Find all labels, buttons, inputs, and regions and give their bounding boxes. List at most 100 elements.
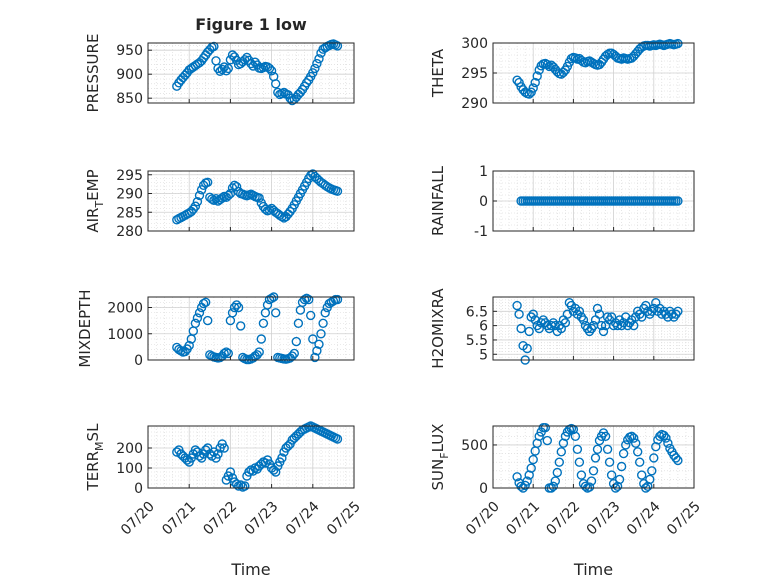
data-point: [554, 457, 564, 467]
data-point: [271, 467, 281, 477]
data-point: [671, 453, 681, 463]
axes-frame: [147, 170, 355, 232]
data-point: [542, 435, 552, 446]
data-point: [231, 300, 242, 310]
y-axis-label: RAINFALL: [429, 165, 447, 236]
ytick-label: 200: [116, 441, 143, 457]
data-point: [570, 53, 581, 63]
data-point: [552, 467, 562, 478]
data-point: [629, 433, 639, 443]
data-point: [534, 431, 544, 441]
ytick-label: 1000: [107, 327, 143, 343]
data-point: [594, 435, 605, 446]
data-point: [637, 470, 647, 480]
ytick-label: 290: [116, 187, 143, 203]
data-point: [616, 461, 627, 472]
data-point: [262, 300, 273, 310]
data-point: [614, 474, 625, 485]
data-point: [209, 41, 219, 52]
data-point: [602, 444, 613, 454]
subplot-grid: 850 900 950 PRESSURE 290 295 300 THETA 280 285 290…: [76, 34, 704, 579]
ytick-label: 295: [461, 66, 488, 82]
data-point: [548, 318, 558, 328]
x-axis-label: Time: [573, 560, 613, 579]
data-point: [576, 470, 587, 480]
xtick-label: 07/24: [283, 499, 323, 539]
data-point: [629, 320, 639, 331]
data-point: [266, 66, 277, 76]
xtick-label: 07/20: [118, 499, 158, 539]
data-point: [235, 321, 246, 331]
ytick-label: 5: [479, 347, 488, 363]
data-point: [659, 430, 669, 441]
data-point: [637, 312, 647, 322]
data-point: [618, 448, 629, 459]
figure-title: Figure 1 low: [195, 15, 307, 34]
data-point: [258, 318, 269, 328]
data-point: [606, 470, 617, 480]
data-point: [271, 308, 281, 318]
data-point: [542, 59, 552, 70]
xtick-label: 07/23: [584, 499, 624, 539]
data-point: [633, 447, 643, 457]
ytick-label: 0: [479, 194, 488, 210]
axes-frame: [147, 425, 355, 489]
data-point: [221, 347, 232, 357]
data-point: [192, 196, 203, 207]
data-point: [522, 343, 532, 354]
data-point: [310, 63, 320, 74]
x-axis-label: Time: [230, 560, 270, 579]
data-point: [522, 476, 532, 486]
ytick-label: 2000: [107, 301, 143, 317]
ytick-label: 6.5: [466, 304, 488, 320]
data-point: [655, 431, 665, 441]
data-point: [184, 340, 194, 351]
data-point: [580, 481, 591, 491]
data-point: [332, 294, 343, 305]
data-point: [550, 476, 560, 486]
data-point: [295, 87, 306, 98]
data-point: [318, 318, 328, 328]
ytick-label: 290: [461, 96, 488, 112]
subplot-theta: 290 295 300 THETA: [429, 36, 695, 112]
data-point: [308, 334, 318, 344]
data-point: [200, 297, 211, 307]
data-point: [528, 454, 538, 465]
data-point: [202, 315, 213, 326]
data-point: [673, 455, 683, 466]
ytick-label: -1: [474, 224, 488, 240]
data-point: [528, 83, 538, 93]
data-point: [301, 293, 312, 303]
ytick-label: 0: [134, 353, 143, 369]
y-axis-label: THETA: [429, 48, 447, 98]
data-point: [616, 320, 627, 331]
data-point: [221, 66, 232, 76]
ytick-label: 100: [116, 461, 143, 477]
data-point: [240, 481, 250, 491]
data-point: [316, 329, 326, 339]
data-point: [627, 431, 637, 441]
data-point: [512, 472, 522, 482]
data-point: [526, 463, 536, 473]
ytick-label: 0: [134, 481, 143, 497]
xtick-label: 07/21: [159, 499, 199, 539]
data-point: [227, 308, 238, 318]
data-point: [600, 431, 611, 441]
y-axis-label: AIRTEMP: [84, 169, 106, 232]
data-point: [514, 309, 524, 319]
data-point: [306, 310, 316, 321]
data-point: [314, 54, 324, 64]
data-point: [304, 294, 314, 305]
data-point: [264, 205, 275, 215]
ytick-label: 1: [479, 164, 488, 180]
data-point: [332, 186, 343, 196]
ytick-label: 500: [461, 438, 488, 454]
xtick-label: 07/23: [242, 499, 282, 539]
data-point: [604, 457, 615, 467]
data-point: [299, 294, 310, 305]
data-point: [621, 440, 631, 450]
data-point: [641, 300, 651, 311]
data-point: [574, 306, 585, 316]
data-point: [190, 318, 201, 328]
data-point: [254, 193, 264, 203]
